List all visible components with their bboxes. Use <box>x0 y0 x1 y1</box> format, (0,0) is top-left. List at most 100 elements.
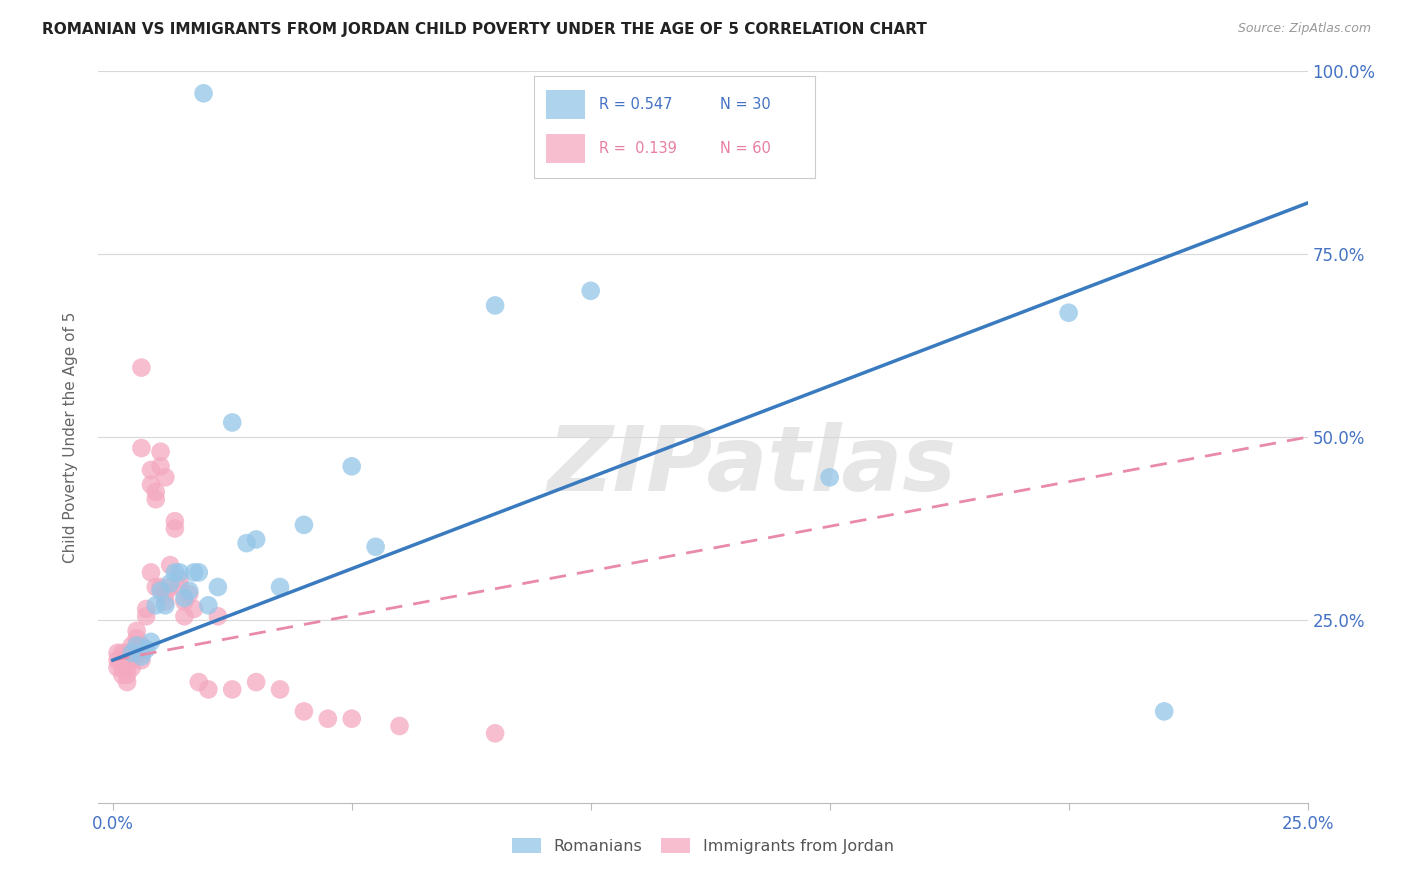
Point <box>125 639 148 653</box>
Point <box>139 635 162 649</box>
Point <box>145 485 167 500</box>
Y-axis label: Child Poverty Under the Age of 5: Child Poverty Under the Age of 5 <box>63 311 77 563</box>
Point <box>163 566 186 580</box>
Point <box>159 558 181 573</box>
Point <box>125 632 148 646</box>
Point <box>125 646 148 660</box>
Point <box>155 594 177 608</box>
Point <box>107 653 129 667</box>
Point <box>183 602 205 616</box>
Point <box>183 566 205 580</box>
Point <box>221 682 243 697</box>
Point <box>145 492 167 507</box>
Point <box>207 580 229 594</box>
Point <box>139 463 162 477</box>
Point <box>169 566 191 580</box>
Point <box>484 726 506 740</box>
Text: ROMANIAN VS IMMIGRANTS FROM JORDAN CHILD POVERTY UNDER THE AGE OF 5 CORRELATION : ROMANIAN VS IMMIGRANTS FROM JORDAN CHILD… <box>42 22 927 37</box>
Legend: Romanians, Immigrants from Jordan: Romanians, Immigrants from Jordan <box>506 831 900 861</box>
Point <box>163 521 186 535</box>
Point <box>145 580 167 594</box>
Point <box>149 459 172 474</box>
Point <box>818 470 841 484</box>
Point <box>135 642 157 657</box>
Point <box>1057 306 1080 320</box>
Point <box>139 477 162 491</box>
Point <box>115 675 138 690</box>
Point <box>169 573 191 587</box>
Point <box>388 719 411 733</box>
Point <box>107 646 129 660</box>
Point <box>115 660 138 674</box>
Point <box>197 682 219 697</box>
Point <box>125 639 148 653</box>
Point <box>197 599 219 613</box>
Point <box>111 667 134 681</box>
Point <box>149 583 172 598</box>
Point <box>131 649 153 664</box>
Point <box>221 416 243 430</box>
Point <box>145 599 167 613</box>
Point <box>115 646 138 660</box>
Point <box>121 639 143 653</box>
Point <box>155 470 177 484</box>
Point <box>179 583 201 598</box>
Point <box>131 653 153 667</box>
Point <box>193 87 215 101</box>
Point <box>316 712 339 726</box>
Point <box>235 536 257 550</box>
Point <box>135 609 157 624</box>
Point <box>131 360 153 375</box>
Point <box>115 653 138 667</box>
Point <box>187 675 209 690</box>
Point <box>179 587 201 601</box>
Point <box>163 514 186 528</box>
Point <box>169 580 191 594</box>
Point <box>107 660 129 674</box>
Bar <box>546 90 585 119</box>
Point <box>155 587 177 601</box>
Point <box>245 675 267 690</box>
Point <box>269 682 291 697</box>
Point <box>159 576 181 591</box>
Point <box>111 660 134 674</box>
Text: R =  0.139: R = 0.139 <box>599 141 676 156</box>
Point <box>245 533 267 547</box>
Point <box>364 540 387 554</box>
Text: N = 60: N = 60 <box>720 141 770 156</box>
Point <box>155 599 177 613</box>
Point <box>207 609 229 624</box>
Point <box>111 653 134 667</box>
Point <box>111 646 134 660</box>
Point <box>131 441 153 455</box>
Point <box>187 566 209 580</box>
Text: N = 30: N = 30 <box>720 97 770 112</box>
Point <box>173 609 195 624</box>
Point <box>135 602 157 616</box>
Point <box>149 444 172 458</box>
Point <box>292 517 315 532</box>
Point <box>131 646 153 660</box>
Bar <box>546 135 585 163</box>
Text: R = 0.547: R = 0.547 <box>599 97 672 112</box>
Point <box>484 298 506 312</box>
Text: Source: ZipAtlas.com: Source: ZipAtlas.com <box>1237 22 1371 36</box>
Point <box>579 284 602 298</box>
Point <box>173 591 195 605</box>
Point <box>173 594 195 608</box>
Point <box>115 667 138 681</box>
Point <box>121 646 143 660</box>
Point <box>1153 705 1175 719</box>
Text: ZIPatlas: ZIPatlas <box>547 422 956 510</box>
Point <box>121 653 143 667</box>
Point <box>131 639 153 653</box>
Point <box>159 580 181 594</box>
Point <box>149 580 172 594</box>
Point <box>340 459 363 474</box>
Point <box>269 580 291 594</box>
Point <box>340 712 363 726</box>
Point <box>125 624 148 638</box>
Point <box>139 566 162 580</box>
Point <box>121 646 143 660</box>
Point <box>292 705 315 719</box>
